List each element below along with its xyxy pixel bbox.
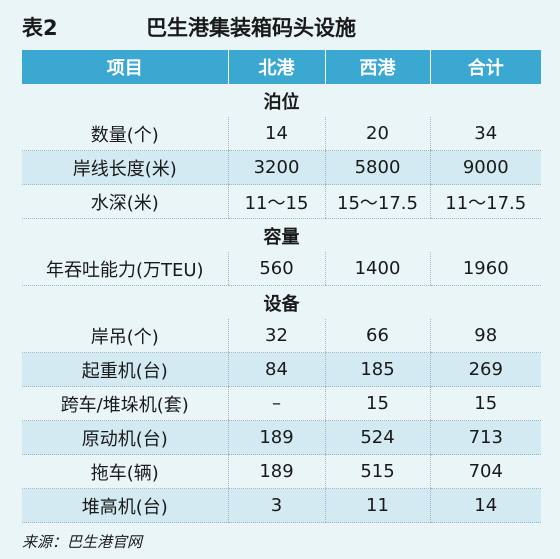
table-cell: 5800 [324,150,430,185]
table-cell: 713 [429,420,541,455]
table-title: 巴生港集装箱码头设施 [146,16,356,40]
section-row: 容量 [22,218,541,252]
facilities-table: 项目 北港 西港 合计 泊位 数量(个) 14 20 34 岸线长度(米) 3200 5800… [22,50,541,523]
table-cell: 1960 [429,252,541,286]
table-cell: 3200 [227,150,325,185]
table-cell: 189 [227,454,325,489]
section-title: 设备 [22,285,541,319]
section-row: 泊位 [22,84,541,117]
table-cell: 9000 [429,150,541,185]
table-row: 水深(米) 11～15 15～17.5 11～17.5 [22,184,541,219]
column-header-total: 合计 [429,50,541,84]
table-cell: 704 [429,454,541,489]
row-label: 起重机(台) [22,352,228,387]
table-row: 堆高机(台) 3 11 14 [22,488,541,523]
table-cell: 15 [429,386,541,421]
table-cell: 98 [429,319,541,353]
row-label: 拖车(辆) [22,454,228,489]
table-row: 岸吊(个) 32 66 98 [22,319,541,353]
table-cell: 34 [429,117,541,151]
table-row: 年吞吐能力(万TEU) 560 1400 1960 [22,252,541,286]
table-cell: 11～17.5 [429,184,541,219]
row-label: 水深(米) [22,184,228,219]
row-label: 年吞吐能力(万TEU) [22,252,228,286]
table-cell: 14 [227,117,325,151]
column-header-north-port: 北港 [227,50,325,84]
section-row: 设备 [22,285,541,319]
table-body: 泊位 数量(个) 14 20 34 岸线长度(米) 3200 5800 9000 水深(米) 11～… [22,84,541,523]
table-cell: 1400 [324,252,430,286]
row-label: 数量(个) [22,117,228,151]
header-row: 项目 北港 西港 合计 [22,50,541,84]
table-cell: 269 [429,352,541,387]
table-cell: 66 [324,319,430,353]
table-row: 数量(个) 14 20 34 [22,117,541,151]
table-cell: 15 [324,386,430,421]
row-label: 岸线长度(米) [22,150,228,185]
row-label: 跨车/堆垛机(套) [22,386,228,421]
table-row: 岸线长度(米) 3200 5800 9000 [22,150,541,185]
row-label: 原动机(台) [22,420,228,455]
table-cell: 515 [324,454,430,489]
source-note: 来源：巴生港官网 [22,533,143,551]
table-cell: 560 [227,252,325,286]
table-cell: 185 [324,352,430,387]
section-title: 泊位 [22,84,541,117]
table-cell: 32 [227,319,325,353]
table-cell: 524 [324,420,430,455]
section-title: 容量 [22,218,541,252]
row-label: 堆高机(台) [22,488,228,523]
table-row: 原动机(台) 189 524 713 [22,420,541,455]
column-header-west-port: 西港 [324,50,430,84]
table-cell: 11 [324,488,430,523]
table-cell: 189 [227,420,325,455]
table-cell: 14 [429,488,541,523]
table-cell: – [227,386,325,421]
column-header-item: 项目 [22,50,228,84]
table-cell: 3 [227,488,325,523]
row-label: 岸吊(个) [22,319,228,353]
table-cell: 11～15 [227,184,325,219]
table-row: 起重机(台) 84 185 269 [22,352,541,387]
table-label: 表2 [22,16,58,40]
table-cell: 20 [324,117,430,151]
table-row: 跨车/堆垛机(套) –15 15 [22,386,541,421]
table-cell: 84 [227,352,325,387]
title-bar: 表2 巴生港集装箱码头设施 [0,0,560,46]
table-row: 拖车(辆) 189 515 704 [22,454,541,489]
table-cell: 15～17.5 [324,184,430,219]
